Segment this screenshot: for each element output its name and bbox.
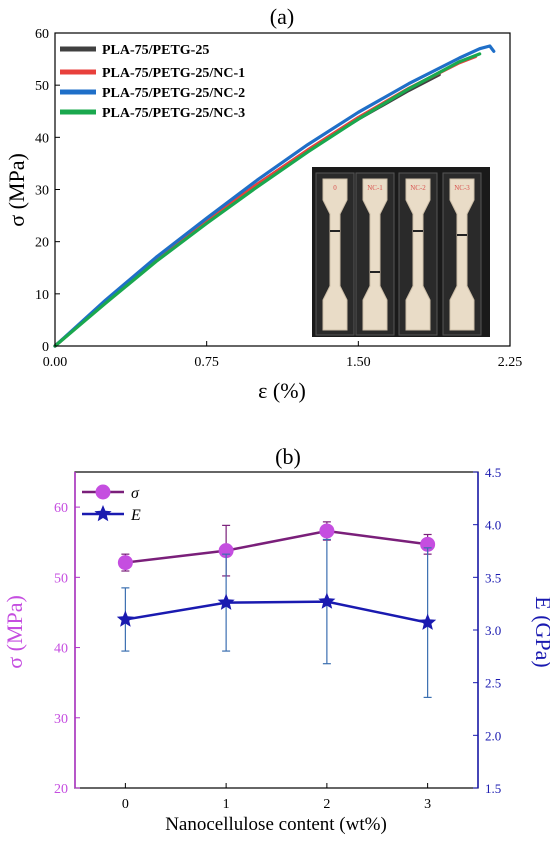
panel-a-legend: PLA-75/PETG-25 PLA-75/PETG-25/NC-1 PLA-7… bbox=[60, 43, 245, 121]
x-tick-label: 2 bbox=[323, 797, 330, 812]
data-point-e bbox=[116, 610, 134, 627]
y-tick-label: 20 bbox=[35, 236, 49, 251]
legend-label-sigma: σ bbox=[131, 485, 140, 502]
specimen-dogbone bbox=[322, 178, 348, 331]
series-sigma bbox=[117, 521, 436, 577]
specimen-label: NC-1 bbox=[367, 184, 383, 192]
right-tick-label: 4.0 bbox=[485, 518, 501, 533]
specimen-label: 0 bbox=[333, 184, 337, 192]
panel-b-label: (b) bbox=[275, 444, 301, 469]
legend-marker-sigma bbox=[95, 484, 111, 500]
left-tick-label: 50 bbox=[54, 571, 68, 586]
legend-label-series-0: PLA-75/PETG-25 bbox=[102, 43, 209, 58]
left-tick-label: 20 bbox=[54, 782, 68, 797]
legend-label-series-2: PLA-75/PETG-25/NC-2 bbox=[102, 86, 245, 101]
data-point-sigma bbox=[319, 523, 335, 539]
panel-b-ticks: 0 1 2 3 20 30 40 50 60 1.5 2.0 2.5 3.0 3.5 4.0 4.5 bbox=[54, 465, 501, 812]
y-tick-label: 0 bbox=[42, 340, 49, 355]
panel-b-xlabel: Nanocellulose content (wt%) bbox=[165, 814, 387, 835]
specimen-dogbone bbox=[449, 178, 475, 331]
specimens: 0 NC-1 NC-2 NC-3 bbox=[315, 172, 482, 336]
panel-b: (b) 0 1 2 320304050601.52.02.53.03.54.04.5 … bbox=[2, 444, 550, 835]
y-tick-label: 50 bbox=[35, 79, 49, 94]
x-tick-label: 1.50 bbox=[346, 355, 371, 370]
x-tick-label: 0.75 bbox=[194, 355, 219, 370]
panel-b-series bbox=[116, 521, 437, 699]
panel-b-ylabel-left: σ (MPa) bbox=[2, 595, 27, 669]
data-point-e bbox=[419, 613, 437, 630]
panel-b-ylabel-right: E (GPa) bbox=[531, 596, 550, 667]
right-tick-label: 4.5 bbox=[485, 465, 501, 480]
curve-series-3 bbox=[53, 52, 482, 348]
series-line bbox=[125, 600, 428, 624]
series-e bbox=[116, 538, 437, 699]
specimen-photo-inset: 0 NC-1 NC-2 NC-3 bbox=[312, 167, 490, 337]
legend-label-e: E bbox=[130, 507, 141, 524]
data-point-e bbox=[217, 593, 235, 610]
curve-series-2 bbox=[53, 44, 496, 348]
x-tick-label: 1 bbox=[223, 797, 230, 812]
left-tick-label: 30 bbox=[54, 712, 68, 727]
panel-a-xlabel: ε (%) bbox=[258, 378, 306, 403]
panel-b-legend: σ E bbox=[82, 484, 141, 524]
right-tick-label: 2.5 bbox=[485, 676, 501, 691]
legend-label-series-3: PLA-75/PETG-25/NC-3 bbox=[102, 106, 245, 121]
right-tick-label: 2.0 bbox=[485, 728, 501, 743]
x-tick-label: 2.25 bbox=[498, 355, 523, 370]
right-tick-label: 1.5 bbox=[485, 781, 501, 796]
legend-marker-e bbox=[94, 505, 112, 522]
specimen-dogbone bbox=[405, 178, 431, 331]
right-tick-label: 3.5 bbox=[485, 570, 501, 585]
data-point-sigma bbox=[117, 555, 133, 571]
panel-a-ylabel: σ (MPa) bbox=[4, 153, 29, 227]
panel-a-curves bbox=[53, 44, 496, 348]
x-tick-label: 0.00 bbox=[43, 355, 68, 370]
specimen-label: NC-2 bbox=[410, 184, 426, 192]
y-tick-label: 30 bbox=[35, 184, 49, 199]
y-tick-label: 40 bbox=[35, 131, 49, 146]
specimen-label: NC-3 bbox=[454, 184, 470, 192]
left-tick-label: 60 bbox=[54, 501, 68, 516]
y-tick-label: 10 bbox=[35, 288, 49, 303]
left-tick-label: 40 bbox=[54, 642, 68, 657]
legend-label-series-1: PLA-75/PETG-25/NC-1 bbox=[102, 66, 245, 81]
x-tick-label: 3 bbox=[424, 797, 431, 812]
data-point-e bbox=[318, 592, 336, 609]
specimen-dogbone bbox=[362, 178, 388, 331]
right-tick-label: 3.0 bbox=[485, 623, 501, 638]
panel-a-label: (a) bbox=[270, 4, 294, 29]
panel-a-ticks: 0.00 0.75 1.50 2.25 0 10 20 30 40 50 60 bbox=[35, 27, 522, 370]
x-tick-label: 0 bbox=[122, 797, 129, 812]
series-line bbox=[125, 529, 428, 564]
y-tick-label: 60 bbox=[35, 27, 49, 42]
